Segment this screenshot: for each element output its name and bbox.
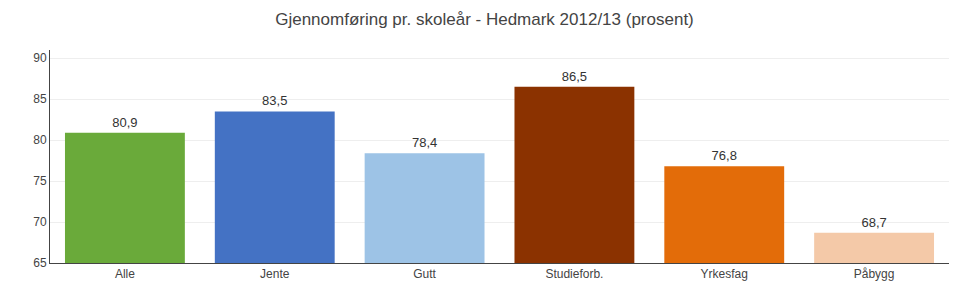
svg-text:80: 80	[33, 133, 47, 147]
svg-text:90: 90	[33, 51, 47, 65]
svg-text:Studieforb.: Studieforb.	[545, 267, 603, 281]
svg-text:70: 70	[33, 215, 47, 229]
svg-text:76,8: 76,8	[712, 148, 737, 163]
svg-text:75: 75	[33, 174, 47, 188]
svg-text:Jente: Jente	[260, 267, 290, 281]
svg-text:68,7: 68,7	[861, 215, 886, 230]
svg-text:Yrkesfag: Yrkesfag	[701, 267, 748, 281]
svg-text:78,4: 78,4	[412, 135, 437, 150]
svg-text:86,5: 86,5	[562, 69, 587, 84]
svg-text:85: 85	[33, 92, 47, 106]
svg-text:Gutt: Gutt	[413, 267, 436, 281]
svg-text:80,9: 80,9	[112, 115, 137, 130]
svg-text:Alle: Alle	[115, 267, 135, 281]
svg-text:83,5: 83,5	[262, 93, 287, 108]
svg-text:Påbygg: Påbygg	[854, 267, 895, 281]
svg-text:Gjennomføring pr. skoleår - He: Gjennomføring pr. skoleår - Hedmark 2012…	[275, 10, 694, 29]
svg-text:65: 65	[33, 256, 47, 270]
